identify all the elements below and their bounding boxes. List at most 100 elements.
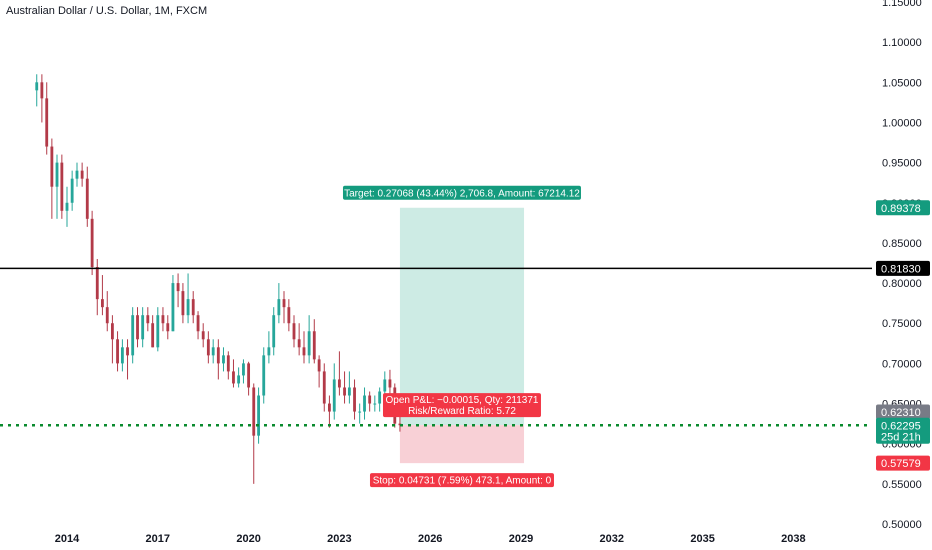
candle-body[interactable] <box>151 323 155 348</box>
candle-body[interactable] <box>206 339 210 356</box>
candle-body[interactable] <box>327 403 331 412</box>
candle-body[interactable] <box>95 267 99 300</box>
candle-body[interactable] <box>252 387 256 436</box>
candle-body[interactable] <box>287 307 291 324</box>
candle-body[interactable] <box>80 170 84 179</box>
candle-body[interactable] <box>211 347 215 356</box>
candle-body[interactable] <box>85 178 89 219</box>
candle-body[interactable] <box>322 371 326 404</box>
candle-body[interactable] <box>191 299 195 316</box>
candle-body[interactable] <box>262 355 266 396</box>
overlay-layer: Target: 0.27068 (43.44%) 2,706.8, Amount… <box>0 185 872 488</box>
candle-body[interactable] <box>110 323 114 340</box>
candle-body[interactable] <box>267 347 271 356</box>
candle-body[interactable] <box>136 315 139 340</box>
stop-label: Stop: 0.04731 (7.59%) 473.1, Amount: 0 <box>369 473 554 488</box>
candle-body[interactable] <box>50 146 54 187</box>
x-tick-label: 2038 <box>781 533 805 545</box>
y-tick-label: 0.50000 <box>882 519 922 531</box>
candle-body[interactable] <box>100 299 104 308</box>
candle-body[interactable] <box>201 331 205 340</box>
candle-body[interactable] <box>282 299 286 308</box>
candle-body[interactable] <box>378 391 382 404</box>
target-zone[interactable] <box>399 207 525 426</box>
candle-body[interactable] <box>353 387 356 412</box>
candle-body[interactable] <box>226 355 230 372</box>
candle-body[interactable] <box>343 387 346 396</box>
current-price-tag-text: 0.62295 <box>881 420 921 432</box>
candle-body[interactable] <box>156 315 160 348</box>
time-axis[interactable]: 2014 2017 2020 2023 2026 2029 2032 2035 2038 <box>55 533 806 545</box>
candle-body[interactable] <box>126 347 129 356</box>
candle-body[interactable] <box>373 403 377 405</box>
last-close-tag[interactable]: 0.62310 <box>876 404 930 420</box>
candle-body[interactable] <box>312 331 316 360</box>
candle-body[interactable] <box>55 162 59 187</box>
candle-body[interactable] <box>242 363 245 376</box>
candle-body[interactable] <box>181 291 185 316</box>
price-axis[interactable]: 1.150001.100001.050001.000000.950000.900… <box>876 0 930 531</box>
candle-body[interactable] <box>307 331 311 356</box>
hline-price-tag[interactable]: 0.81830 <box>876 260 930 276</box>
candle-body[interactable] <box>398 423 402 426</box>
candle-body[interactable] <box>302 347 306 356</box>
candle-body[interactable] <box>272 315 276 348</box>
candle-body[interactable] <box>60 162 64 211</box>
candle-body[interactable] <box>292 323 296 340</box>
candle-body[interactable] <box>35 82 39 91</box>
candle-body[interactable] <box>222 355 225 364</box>
candle-body[interactable] <box>186 299 190 316</box>
last-close-tag-text: 0.62310 <box>881 407 921 419</box>
target-label: Target: 0.27068 (43.44%) 2,706.8, Amount… <box>342 185 581 200</box>
candle-body[interactable] <box>131 315 135 356</box>
candle-body[interactable] <box>388 379 392 388</box>
target-price-tag-text: 0.89378 <box>881 203 921 215</box>
candle-body[interactable] <box>196 315 200 332</box>
candle-body[interactable] <box>141 315 145 340</box>
candle-body[interactable] <box>65 202 69 211</box>
candle-body[interactable] <box>176 283 180 292</box>
candle-body[interactable] <box>90 218 94 268</box>
candle-body[interactable] <box>332 379 336 412</box>
target-price-tag-bg <box>876 200 930 216</box>
candle-body[interactable] <box>40 82 44 99</box>
x-tick-label: 2035 <box>690 533 714 545</box>
stop-price-tag-bg <box>876 455 930 471</box>
candle-body[interactable] <box>257 395 261 436</box>
candle-body[interactable] <box>247 363 251 388</box>
candle-body[interactable] <box>166 323 170 332</box>
y-tick-label: 1.10000 <box>882 37 922 49</box>
pnl-text: Open P&L: −0.00015, Qty: 211371 <box>385 395 538 406</box>
candle-body[interactable] <box>337 379 341 388</box>
candle-body[interactable] <box>358 411 362 413</box>
candle-body[interactable] <box>383 379 387 392</box>
candle-body[interactable] <box>347 387 351 396</box>
candle-body[interactable] <box>105 307 109 324</box>
last-close-tag-bg <box>876 404 930 420</box>
current-price-tag-countdown: 25d 21h <box>881 431 921 443</box>
candle-body[interactable] <box>216 347 220 364</box>
candle-body[interactable] <box>317 359 321 372</box>
candle-body[interactable] <box>75 170 79 179</box>
candle-body[interactable] <box>116 339 119 364</box>
candle-body[interactable] <box>146 315 150 324</box>
candle-body[interactable] <box>70 178 74 203</box>
candle-body[interactable] <box>161 315 165 324</box>
stop-price-tag[interactable]: 0.57579 <box>876 455 930 471</box>
hline-price-tag-bg <box>876 260 930 276</box>
candle-body[interactable] <box>237 375 241 384</box>
x-tick-label: 2032 <box>600 533 624 545</box>
candle-body[interactable] <box>45 98 49 147</box>
candle-body[interactable] <box>297 339 301 348</box>
target-price-tag[interactable]: 0.89378 <box>876 200 930 216</box>
candle-body[interactable] <box>232 371 235 384</box>
stop-zone[interactable] <box>399 425 525 464</box>
candle-body[interactable] <box>368 395 372 404</box>
candle-body[interactable] <box>171 283 175 332</box>
candle-body[interactable] <box>120 347 124 364</box>
chart-title: Australian Dollar / U.S. Dollar, 1M, FXC… <box>6 5 208 17</box>
candle-body[interactable] <box>277 299 281 316</box>
candle-body[interactable] <box>363 395 366 412</box>
